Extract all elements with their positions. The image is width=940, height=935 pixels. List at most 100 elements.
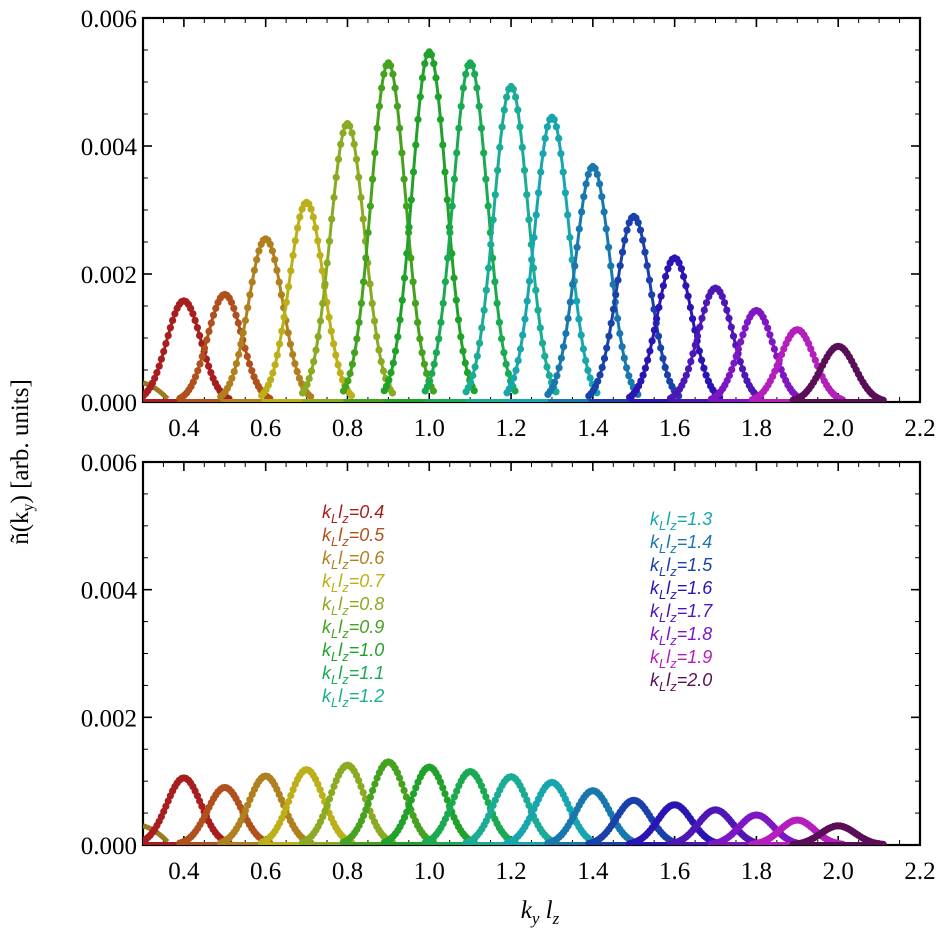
data-point bbox=[532, 286, 540, 294]
data-point bbox=[162, 340, 170, 348]
data-point bbox=[476, 339, 484, 347]
data-point bbox=[375, 102, 383, 110]
data-point bbox=[171, 310, 179, 318]
data-point bbox=[303, 381, 311, 389]
data-point bbox=[282, 298, 290, 306]
data-point bbox=[355, 777, 363, 785]
data-point bbox=[273, 266, 281, 274]
data-point bbox=[439, 141, 447, 149]
data-point bbox=[441, 278, 449, 286]
data-point bbox=[691, 341, 699, 349]
data-point bbox=[500, 349, 508, 357]
data-point bbox=[441, 790, 449, 798]
data-point bbox=[203, 336, 211, 344]
data-point bbox=[618, 343, 626, 351]
data-point bbox=[369, 175, 377, 183]
data-point bbox=[682, 282, 690, 290]
x-tick-label: 2.0 bbox=[823, 858, 854, 885]
data-point bbox=[232, 311, 240, 319]
data-point bbox=[575, 225, 583, 233]
data-point bbox=[352, 155, 361, 163]
y-tick-label: 0.006 bbox=[81, 450, 137, 477]
x-tick-label: 1.4 bbox=[577, 415, 609, 442]
data-point bbox=[291, 237, 299, 245]
data-point bbox=[388, 389, 397, 397]
data-point bbox=[332, 351, 340, 359]
data-point bbox=[398, 149, 406, 157]
data-point bbox=[357, 299, 365, 307]
data-point bbox=[191, 316, 199, 324]
data-point bbox=[555, 134, 563, 142]
data-point bbox=[164, 332, 172, 340]
data-point bbox=[312, 346, 320, 354]
data-point bbox=[459, 347, 467, 355]
data-point bbox=[557, 354, 566, 362]
data-point bbox=[194, 367, 202, 375]
data-point bbox=[475, 102, 483, 110]
data-point bbox=[450, 274, 458, 282]
data-point bbox=[336, 369, 344, 377]
data-point bbox=[725, 314, 733, 322]
y-tick-label: 0.004 bbox=[81, 134, 138, 161]
data-point bbox=[337, 140, 345, 148]
data-point bbox=[412, 784, 420, 792]
data-point bbox=[400, 175, 408, 183]
data-point bbox=[528, 256, 536, 264]
data-point bbox=[432, 74, 440, 82]
data-point bbox=[407, 196, 415, 204]
data-point bbox=[607, 319, 615, 327]
data-point bbox=[309, 213, 317, 221]
data-point bbox=[407, 796, 415, 804]
data-point bbox=[519, 331, 527, 339]
data-point bbox=[193, 324, 201, 332]
y-axis-title: ñ(ky) [arb. units] bbox=[7, 379, 37, 545]
data-point bbox=[289, 251, 297, 259]
data-point bbox=[560, 343, 568, 351]
data-point bbox=[498, 335, 506, 343]
data-point bbox=[269, 369, 277, 377]
legend-entry: kLlz=1.0 bbox=[322, 640, 384, 664]
legend-entry: kLlz=1.5 bbox=[650, 555, 713, 579]
legend-entry: kLlz=1.7 bbox=[650, 601, 713, 625]
data-point bbox=[702, 299, 711, 307]
data-point bbox=[471, 363, 479, 371]
data-point bbox=[562, 329, 570, 338]
data-point bbox=[405, 223, 413, 231]
data-point bbox=[342, 383, 350, 391]
data-point bbox=[207, 369, 215, 377]
data-point bbox=[418, 349, 426, 357]
x-tick-label: 0.6 bbox=[250, 415, 281, 442]
data-point bbox=[439, 784, 447, 792]
data-point bbox=[157, 355, 165, 363]
data-point bbox=[400, 274, 409, 282]
data-point bbox=[323, 801, 331, 809]
data-point bbox=[598, 363, 606, 371]
data-point bbox=[525, 277, 534, 285]
data-point bbox=[434, 93, 442, 101]
data-point bbox=[285, 797, 293, 806]
data-point bbox=[591, 164, 599, 173]
data-point bbox=[380, 70, 388, 78]
data-point bbox=[663, 371, 672, 379]
data-point bbox=[366, 793, 374, 801]
data-point bbox=[480, 149, 488, 157]
data-point bbox=[614, 314, 622, 323]
data-point bbox=[289, 350, 297, 359]
data-point bbox=[450, 793, 458, 801]
data-point bbox=[579, 345, 588, 353]
top-panel: 0.000 0.002 0.004 0.006 0.4 0.6 0.8 1.0 1.2 1.4 1.… bbox=[81, 6, 936, 442]
data-point bbox=[310, 358, 318, 366]
data-point bbox=[461, 359, 469, 367]
data-point bbox=[250, 266, 258, 274]
data-point bbox=[289, 786, 297, 794]
data-point bbox=[686, 303, 695, 311]
data-point bbox=[732, 352, 740, 360]
data-point bbox=[641, 364, 650, 372]
data-point bbox=[645, 276, 654, 284]
data-point bbox=[700, 306, 708, 314]
data-point bbox=[485, 264, 493, 272]
data-point bbox=[489, 801, 497, 810]
data-point bbox=[228, 374, 236, 382]
data-point bbox=[634, 219, 642, 227]
data-point bbox=[770, 345, 779, 353]
